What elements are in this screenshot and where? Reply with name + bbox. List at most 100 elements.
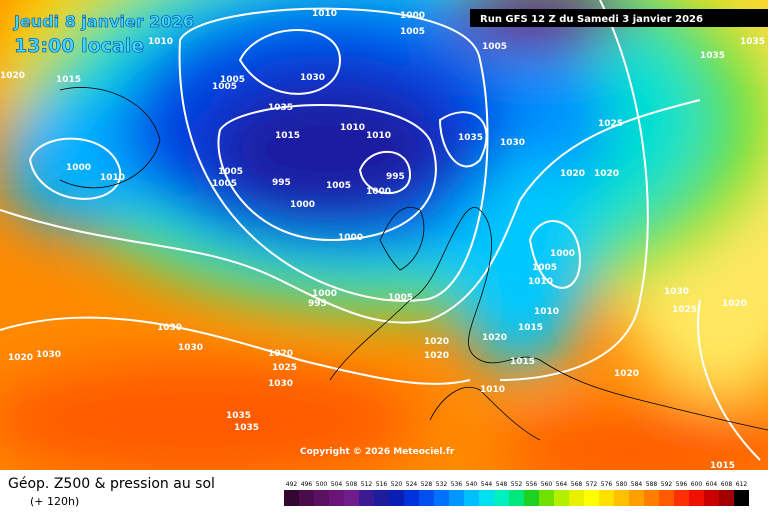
forecast-date: Jeudi 8 janvier 2026: [13, 12, 194, 31]
colorbar-cell: [404, 490, 419, 506]
isobar-label: 1030: [36, 350, 61, 360]
coastlines: [59, 87, 768, 441]
colorbar-cell: [659, 490, 674, 506]
footer-subtitle: (+ 120h): [30, 495, 79, 508]
colorbar-label: 528: [421, 481, 433, 488]
colorbar-cell: [509, 490, 524, 506]
colorbar-label: 504: [331, 481, 343, 488]
run-banner: [470, 9, 768, 27]
colorbar: 492 496 500 504 508 512 516 520 524 528 532 536 540 5…: [284, 481, 749, 506]
isobar-label: 1025: [272, 363, 297, 373]
run-info: Run GFS 12 Z du Samedi 3 janvier 2026: [480, 14, 703, 25]
colorbar-label: 540: [466, 481, 478, 488]
isobar-label: 1000: [290, 200, 315, 210]
isobar-label: 1035: [234, 423, 259, 433]
isobar-label: 1030: [664, 287, 689, 297]
isobar-label: 1020: [8, 353, 33, 363]
isobar-label: 1030: [268, 379, 293, 389]
colorbar-cell: [629, 490, 644, 506]
colorbar-label: 568: [571, 481, 583, 488]
colorbar-cell: [524, 490, 539, 506]
colorbar-label: 512: [361, 481, 373, 488]
colorbar-label: 580: [616, 481, 628, 488]
isobar-label: 1020: [482, 333, 507, 343]
isobar-label: 1010: [100, 173, 125, 183]
colorbar-label: 556: [526, 481, 538, 488]
isobar-label: 1000: [66, 163, 91, 173]
colorbar-label: 584: [631, 481, 643, 488]
colorbar-cell: [734, 490, 749, 506]
isobar-label: 1005: [218, 167, 243, 177]
isobar-label: 1020: [614, 369, 639, 379]
isobar-label: 1020: [0, 71, 25, 81]
isobar-label: 1020: [722, 299, 747, 309]
colorbar-label: 612: [736, 481, 748, 488]
colorbar-cell: [704, 490, 719, 506]
colorbar-label: 492: [286, 481, 298, 488]
colorbar-cell: [494, 490, 509, 506]
colorbar-label: 596: [676, 481, 688, 488]
isobar-label: 1020: [560, 169, 585, 179]
isobar-label: 1020: [424, 337, 449, 347]
colorbar-label: 524: [406, 481, 418, 488]
footer-title: Géop. Z500 & pression au sol: [8, 476, 215, 492]
isobar-label: 1005: [532, 263, 557, 273]
colorbar-cell: [599, 490, 614, 506]
colorbar-label: 500: [316, 481, 328, 488]
isobar-label: 1030: [157, 323, 182, 333]
colorbar-cell: [329, 490, 344, 506]
isobar-label: 1030: [300, 73, 325, 83]
colorbar-cell: [374, 490, 389, 506]
colorbar-label: 560: [541, 481, 553, 488]
colorbar-cell: [539, 490, 554, 506]
colorbar-label: 544: [481, 481, 493, 488]
isobar-label: 1010: [366, 131, 391, 141]
colorbar-label: 600: [691, 481, 703, 488]
isobar-label: 1020: [268, 349, 293, 359]
colorbar-cell: [569, 490, 584, 506]
isobar-label: 1035: [700, 51, 725, 61]
isobar-label: 1035: [268, 103, 293, 113]
forecast-time: 13:00 locale: [14, 35, 144, 57]
colorbar-label: 572: [586, 481, 598, 488]
colorbar-cell: [719, 490, 734, 506]
isobar-label: 1000: [312, 289, 337, 299]
colorbar-cell: [674, 490, 689, 506]
colorbar-label: 552: [511, 481, 523, 488]
colorbar-label: 536: [451, 481, 463, 488]
colorbar-cell: [419, 490, 434, 506]
isobar-label: 1010: [480, 385, 505, 395]
colorbar-label: 592: [661, 481, 673, 488]
isobar-label: 1025: [598, 119, 623, 129]
colorbar-cell: [479, 490, 494, 506]
isobar-label: 1005: [220, 75, 245, 85]
colorbar-cell: [689, 490, 704, 506]
colorbar-cell: [299, 490, 314, 506]
isobar-label: 1020: [424, 351, 449, 361]
isobar-label: 1005: [326, 181, 351, 191]
colorbar-label: 588: [646, 481, 658, 488]
isobar-label: 1000: [366, 187, 391, 197]
isobar-label: 1035: [458, 133, 483, 143]
isobar-label: 1005: [212, 179, 237, 189]
isobar-label: 1010: [312, 9, 337, 19]
isobar-label: 1015: [710, 461, 735, 471]
isobar-label: 1025: [672, 305, 697, 315]
colorbar-label: 604: [706, 481, 718, 488]
isobar-label: 1000: [338, 233, 363, 243]
colorbar-cell: [284, 490, 299, 506]
colorbar-cell: [464, 490, 479, 506]
isobar-label: 1010: [148, 37, 173, 47]
isobar-label: 1010: [340, 123, 365, 133]
colorbar-cell: [434, 490, 449, 506]
colorbar-label: 532: [436, 481, 448, 488]
isobar-label: 995: [386, 172, 405, 182]
isobars: [0, 0, 761, 461]
isobar-label: 1030: [500, 138, 525, 148]
isobar-label: 1005: [212, 82, 237, 92]
colorbar-label: 548: [496, 481, 508, 488]
isobar-label: 1030: [178, 343, 203, 353]
colorbar-label: 520: [391, 481, 403, 488]
colorbar-cell: [359, 490, 374, 506]
